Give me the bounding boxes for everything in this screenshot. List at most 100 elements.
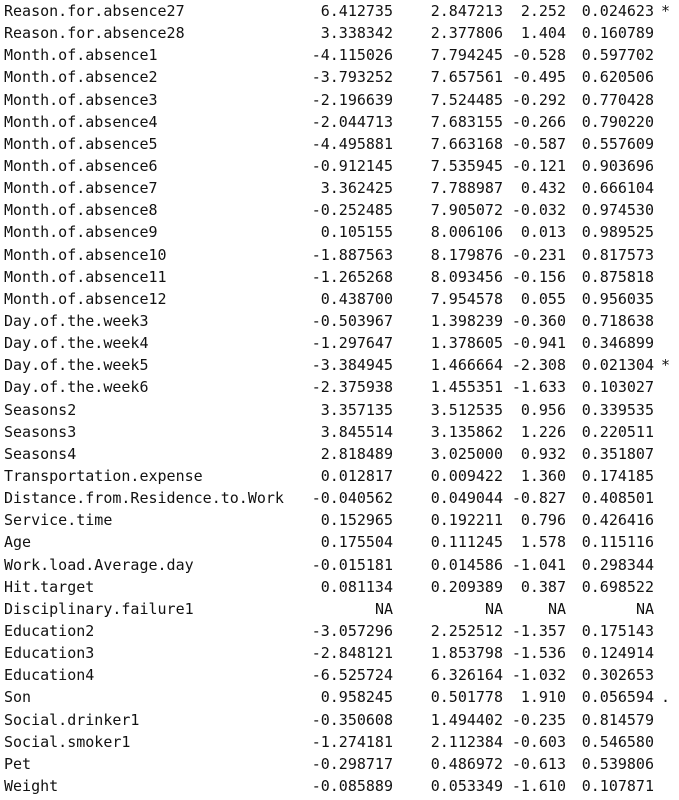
coefficient-p-value: 0.718638 [581, 311, 654, 330]
coefficient-std-error: 1.378605 [430, 334, 503, 353]
coefficient-estimate: -2.375938 [311, 378, 393, 397]
table-row: Distance.from.Residence.to.Work -0.040562… [0, 487, 679, 509]
coefficient-estimate: 2.818489 [320, 444, 393, 463]
coefficient-std-error: 2.112384 [430, 732, 503, 751]
coefficient-estimate: -0.040562 [311, 489, 393, 508]
coefficient-name: Seasons4 [4, 444, 77, 463]
coefficient-p-value: 0.814579 [581, 710, 654, 729]
coefficient-std-error: 1.853798 [430, 644, 503, 663]
significance-code: . [661, 688, 671, 707]
coefficient-std-error: 1.455351 [430, 378, 503, 397]
table-row: Work.load.Average.day -0.015181 0.014586 -1… [0, 554, 679, 576]
coefficient-std-error: 7.905072 [430, 201, 503, 220]
coefficient-p-value: 0.546580 [581, 732, 654, 751]
table-row: Education3 -2.848121 1.853798 -1.536 0.12491… [0, 642, 679, 664]
coefficient-name: Education4 [4, 666, 95, 685]
table-row: Day.of.the.week3 -0.503967 1.398239 -0.360 0… [0, 310, 679, 332]
coefficient-estimate: 6.412735 [320, 2, 393, 20]
coefficient-name: Age [4, 533, 32, 552]
coefficient-std-error: 8.179876 [430, 245, 503, 264]
coefficient-t-value: -2.308 [511, 356, 566, 375]
table-row: Service.time 0.152965 0.192211 0.796 0.42641… [0, 509, 679, 531]
coefficient-estimate: 0.012817 [320, 466, 393, 485]
coefficient-p-value: 0.339535 [581, 400, 654, 419]
table-row: Day.of.the.week6 -2.375938 1.455351 -1.633 0… [0, 376, 679, 398]
coefficient-p-value: 0.875818 [581, 267, 654, 286]
coefficient-t-value: -1.633 [511, 378, 566, 397]
coefficient-name: Social.drinker1 [4, 710, 140, 729]
coefficient-name: Day.of.the.week4 [4, 334, 149, 353]
coefficient-t-value: -0.528 [511, 46, 566, 65]
table-row: Pet -0.298717 0.486972 -0.613 0.539806 [0, 753, 679, 775]
coefficient-std-error: 1.466664 [430, 356, 503, 375]
coefficient-std-error: 3.025000 [430, 444, 503, 463]
coefficient-p-value: 0.597702 [581, 46, 654, 65]
coefficient-p-value: 0.160789 [581, 24, 654, 43]
coefficient-t-value: 2.252 [520, 2, 566, 20]
coefficient-std-error: 7.657561 [430, 68, 503, 87]
coefficient-t-value: 0.387 [520, 577, 566, 596]
coefficient-estimate: -1.887563 [311, 245, 393, 264]
coefficient-std-error: 7.954578 [430, 289, 503, 308]
coefficient-t-value: -0.032 [511, 201, 566, 220]
coefficient-name: Month.of.absence9 [4, 223, 158, 242]
coefficient-p-value: 0.426416 [581, 511, 654, 530]
coefficient-std-error: 2.847213 [430, 2, 503, 20]
coefficient-t-value: 1.910 [520, 688, 566, 707]
coefficient-std-error: 0.209389 [430, 577, 503, 596]
table-row: Seasons2 3.357135 3.512535 0.956 0.339535 [0, 399, 679, 421]
coefficient-p-value: 0.666104 [581, 179, 654, 198]
coefficient-std-error: 0.009422 [430, 466, 503, 485]
significance-code: * [661, 2, 671, 20]
coefficient-std-error: 7.788987 [430, 179, 503, 198]
coefficient-std-error: 7.524485 [430, 90, 503, 109]
coefficient-name: Month.of.absence8 [4, 201, 158, 220]
table-row: Month.of.absence7 3.362425 7.788987 0.432 0.… [0, 177, 679, 199]
coefficient-p-value: 0.974530 [581, 201, 654, 220]
coefficient-name: Disciplinary.failure1 [4, 599, 194, 618]
coefficient-estimate: -4.495881 [311, 134, 393, 153]
coefficient-t-value: -1.610 [511, 776, 566, 795]
table-row: Son 0.958245 0.501778 1.910 0.056594. [0, 686, 679, 708]
coefficient-p-value: NA [635, 599, 654, 618]
coefficient-std-error: 0.192211 [430, 511, 503, 530]
table-row: Month.of.absence8 -0.252485 7.905072 -0.032… [0, 199, 679, 221]
table-row: Month.of.absence3 -2.196639 7.524485 -0.292… [0, 89, 679, 111]
coefficient-std-error: 8.093456 [430, 267, 503, 286]
coefficient-estimate: 0.081134 [320, 577, 393, 596]
coefficient-name: Month.of.absence6 [4, 156, 158, 175]
coefficient-estimate: -4.115026 [311, 46, 393, 65]
coefficient-std-error: 7.794245 [430, 46, 503, 65]
coefficient-name: Seasons2 [4, 400, 77, 419]
coefficient-t-value: -0.613 [511, 754, 566, 773]
coefficient-estimate: -3.057296 [311, 621, 393, 640]
table-row: Education4 -6.525724 6.326164 -1.032 0.30265… [0, 664, 679, 686]
table-row: Weight -0.085889 0.053349 -1.610 0.107871 [0, 775, 679, 797]
coefficient-estimate: -1.274181 [311, 732, 393, 751]
table-row: Social.drinker1 -0.350608 1.494402 -0.235 0.… [0, 709, 679, 731]
coefficient-estimate: -0.912145 [311, 156, 393, 175]
coefficient-name: Education3 [4, 644, 95, 663]
coefficient-t-value: -0.292 [511, 90, 566, 109]
coefficient-estimate: 3.357135 [320, 400, 393, 419]
coefficient-p-value: 0.620506 [581, 68, 654, 87]
coefficient-t-value: 0.432 [520, 179, 566, 198]
coefficient-t-value: -0.495 [511, 68, 566, 87]
table-row: Month.of.absence6 -0.912145 7.535945 -0.121… [0, 155, 679, 177]
coefficient-estimate: 0.105155 [320, 223, 393, 242]
coefficient-estimate: -2.196639 [311, 90, 393, 109]
coefficient-std-error: 7.683155 [430, 112, 503, 131]
coefficient-estimate: NA [374, 599, 393, 618]
coefficient-p-value: 0.174185 [581, 466, 654, 485]
coefficient-estimate: 3.845514 [320, 422, 393, 441]
coefficient-t-value: 0.055 [520, 289, 566, 308]
coefficient-estimate: -1.297647 [311, 334, 393, 353]
coefficient-p-value: 0.557609 [581, 134, 654, 153]
coefficient-std-error: 0.014586 [430, 555, 503, 574]
coefficient-t-value: -0.827 [511, 489, 566, 508]
table-row: Seasons3 3.845514 3.135862 1.226 0.220511 [0, 421, 679, 443]
coefficient-p-value: 0.175143 [581, 621, 654, 640]
coefficient-p-value: 0.817573 [581, 245, 654, 264]
coefficient-t-value: 1.578 [520, 533, 566, 552]
